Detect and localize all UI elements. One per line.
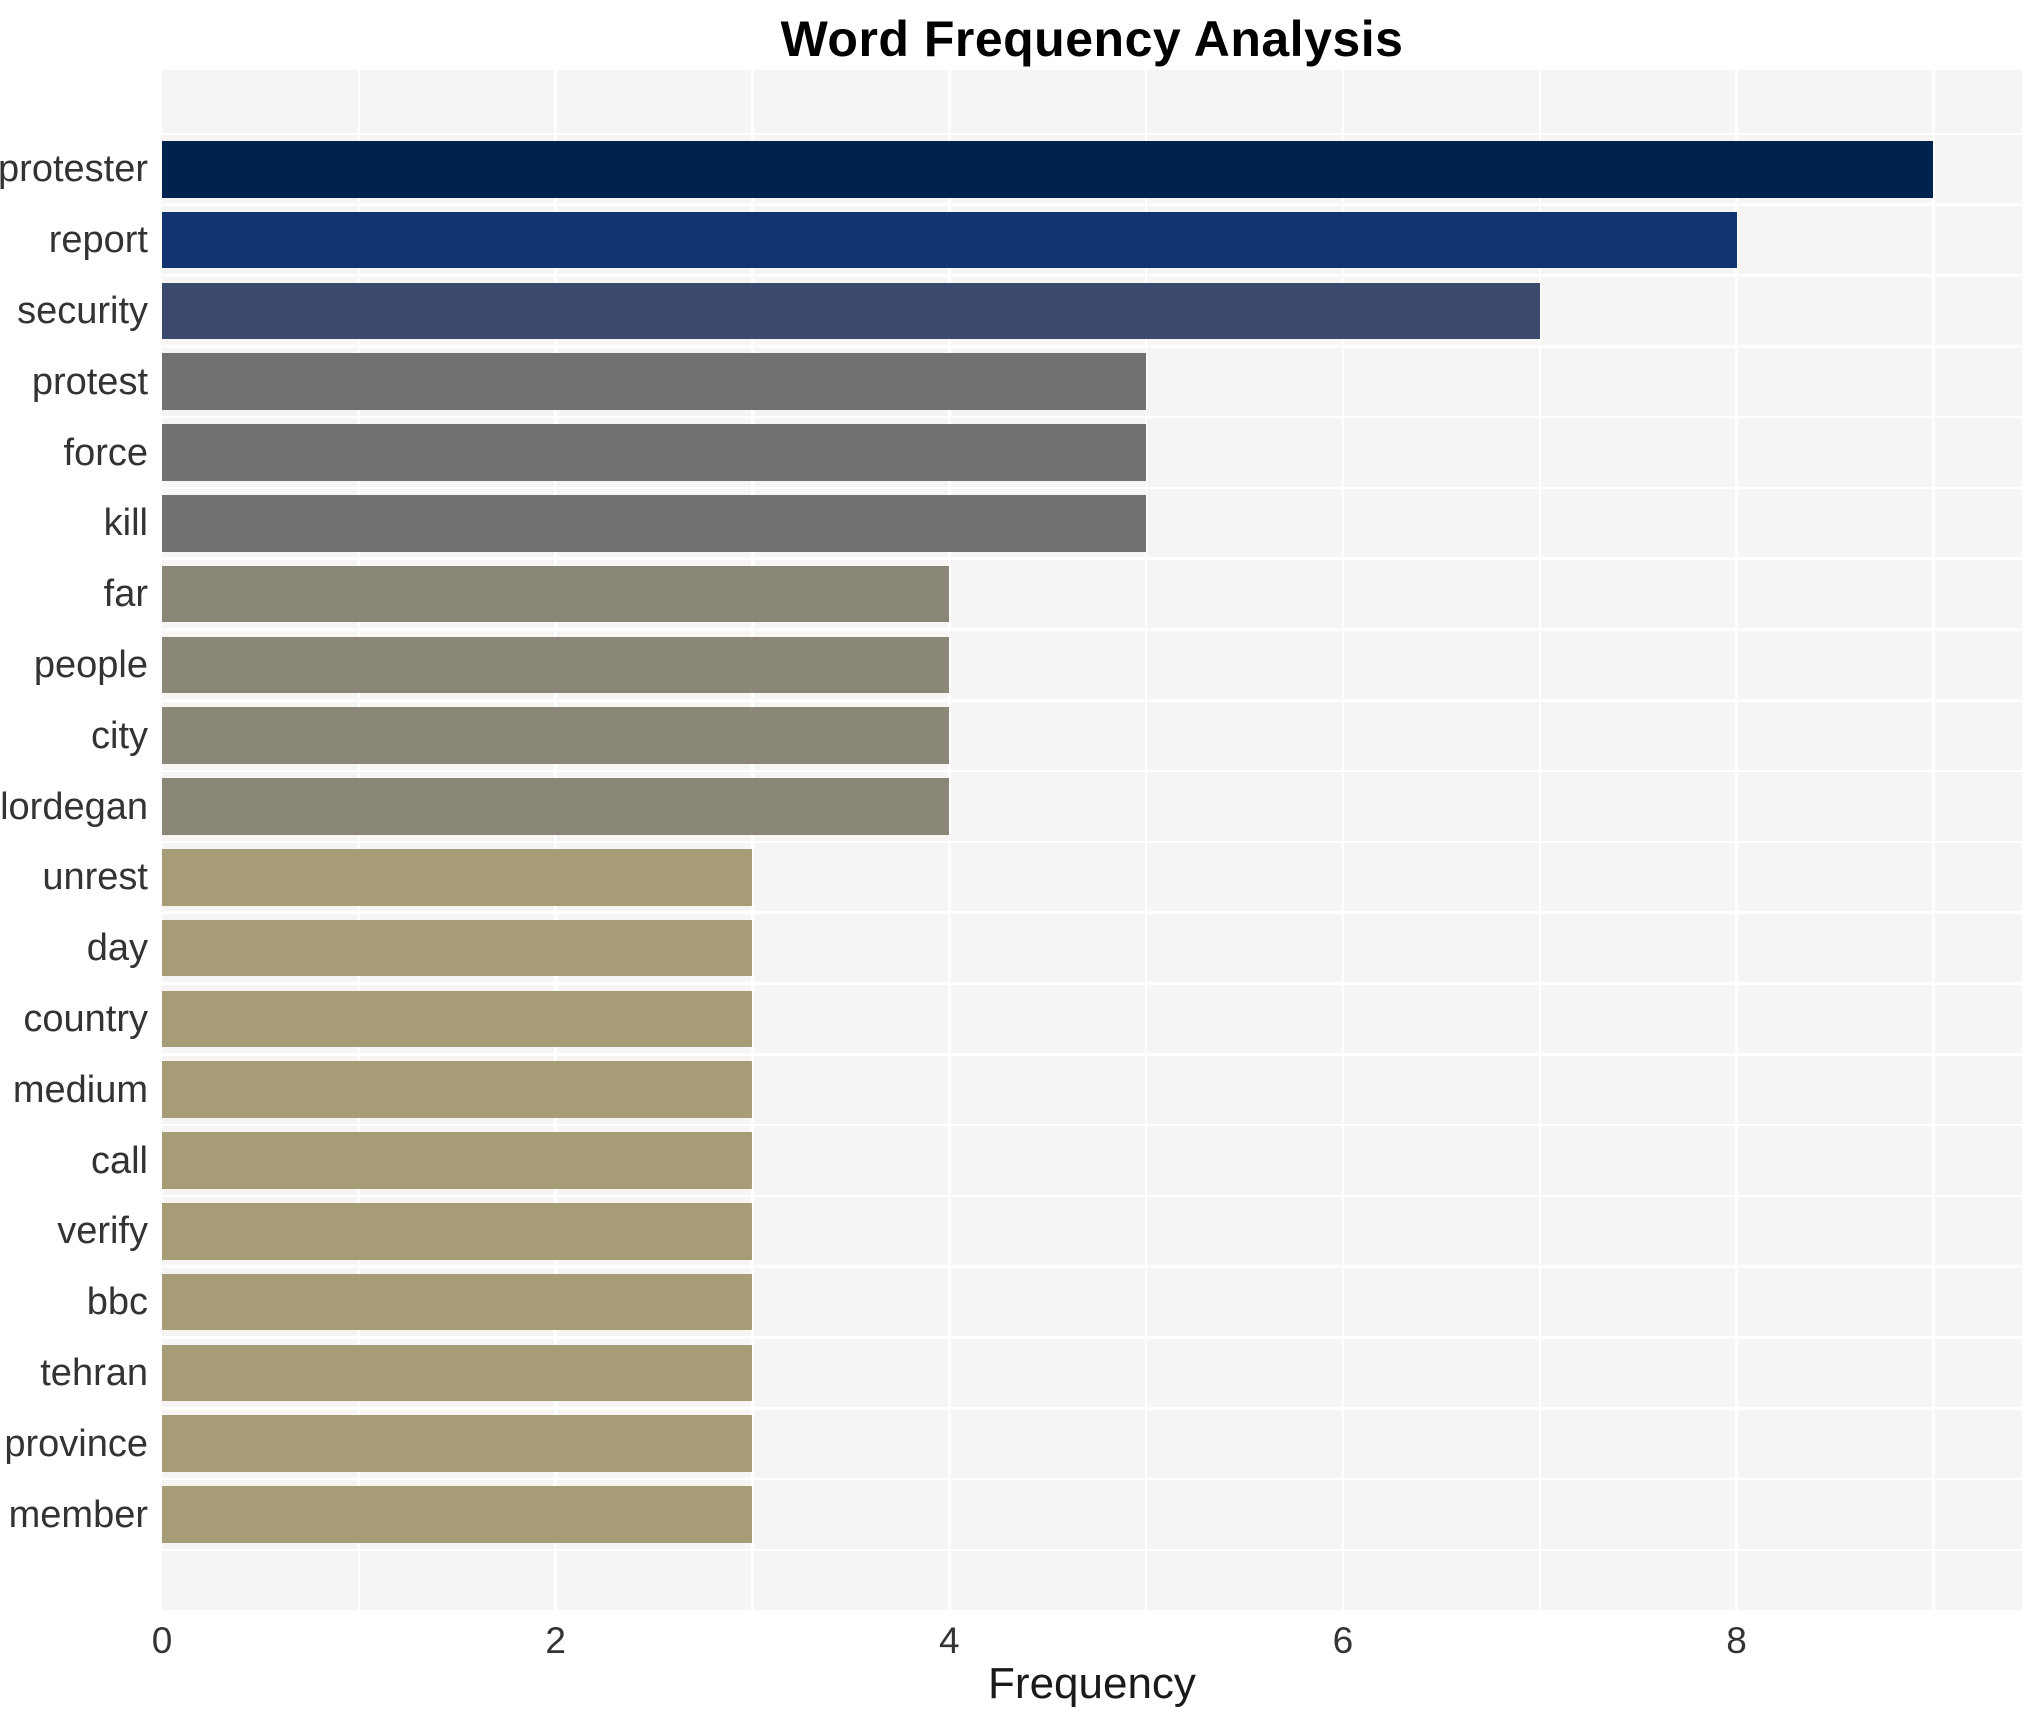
- x-tick-label-6: 6: [1332, 1620, 1354, 1661]
- y-tick-label-people: people: [33, 643, 148, 686]
- bar-protester: [162, 141, 1934, 198]
- y-tick-label-tehran: tehran: [40, 1351, 148, 1394]
- y-gridline-4: [162, 415, 2022, 419]
- y-gridline-9: [162, 769, 2022, 773]
- y-gridline-11: [162, 911, 2022, 914]
- x-tick-label-0: 0: [151, 1620, 173, 1661]
- y-gridline-15: [162, 1194, 2022, 1198]
- x-gridline-9: [1932, 70, 1935, 1610]
- bar-protest: [162, 353, 1147, 410]
- y-tick-label-day: day: [86, 927, 148, 970]
- plot-area: [162, 70, 2022, 1610]
- y-gridline-17: [162, 1336, 2022, 1339]
- x-tick-label-2: 2: [545, 1620, 566, 1661]
- y-tick-label-province: province: [4, 1422, 148, 1465]
- y-gridline-12: [162, 982, 2022, 985]
- y-gridline-8: [162, 699, 2022, 702]
- bar-lordegan: [162, 778, 950, 835]
- x-gridline-8: [1735, 70, 1738, 1610]
- y-tick-label-protest: protest: [31, 360, 148, 403]
- bar-force: [162, 424, 1147, 481]
- chart-title: Word Frequency Analysis: [780, 11, 1404, 67]
- y-tick-label-protester: protester: [0, 148, 148, 191]
- bar-medium: [162, 1061, 753, 1118]
- x-gridline-1: [357, 70, 361, 1610]
- y-tick-label-verify: verify: [57, 1210, 148, 1253]
- y-tick-label-security: security: [17, 289, 148, 332]
- x-tick-label-8: 8: [1726, 1620, 1747, 1661]
- x-gridline-3: [751, 70, 754, 1610]
- bar-call: [162, 1132, 753, 1189]
- bar-country: [162, 990, 753, 1048]
- bar-verify: [162, 1203, 753, 1260]
- bar-far: [162, 565, 950, 623]
- y-tick-label-city: city: [91, 714, 148, 757]
- bar-member: [162, 1486, 753, 1543]
- y-gridline-20: [162, 1548, 2022, 1552]
- x-gridline-4: [948, 70, 951, 1610]
- y-tick-label-call: call: [90, 1139, 148, 1182]
- y-gridline-16: [162, 1265, 2022, 1268]
- y-gridline-1: [162, 203, 2022, 206]
- y-tick-label-far: far: [103, 573, 148, 616]
- bar-people: [162, 636, 950, 694]
- y-tick-label-medium: medium: [12, 1068, 148, 1111]
- x-tick-label-4: 4: [939, 1620, 960, 1661]
- x-gridline-2: [554, 70, 557, 1610]
- y-gridline-14: [162, 1123, 2022, 1127]
- y-gridline-6: [162, 557, 2022, 560]
- bar-bbc: [162, 1273, 753, 1331]
- bar-day: [162, 919, 753, 977]
- y-tick-label-kill: kill: [103, 502, 148, 545]
- bar-tehran: [162, 1344, 753, 1402]
- y-tick-label-force: force: [63, 431, 148, 474]
- y-tick-label-member: member: [8, 1493, 148, 1536]
- y-gridline-7: [162, 628, 2022, 631]
- y-tick-label-country: country: [23, 997, 148, 1040]
- y-tick-label-report: report: [48, 219, 148, 262]
- y-tick-label-bbc: bbc: [86, 1281, 148, 1324]
- y-gridline-10: [162, 840, 2022, 844]
- y-gridline-18: [162, 1407, 2022, 1410]
- y-gridline-3: [162, 345, 2022, 348]
- x-axis-label: Frequency: [988, 1659, 1196, 1708]
- bar-province: [162, 1415, 753, 1472]
- y-tick-label-lordegan: lordegan: [0, 785, 148, 828]
- y-gridline-2: [162, 274, 2022, 277]
- y-gridline-19: [162, 1477, 2022, 1481]
- x-gridline-6: [1341, 70, 1345, 1610]
- y-gridline-0: [162, 132, 2022, 136]
- y-gridline-5: [162, 486, 2022, 490]
- bar-report: [162, 211, 1737, 269]
- x-gridline-7: [1538, 70, 1542, 1610]
- bar-security: [162, 282, 1540, 340]
- y-gridline-13: [162, 1053, 2022, 1056]
- bar-city: [162, 707, 950, 764]
- bar-kill: [162, 495, 1147, 552]
- bar-unrest: [162, 849, 753, 906]
- y-tick-label-unrest: unrest: [42, 856, 148, 899]
- x-gridline-5: [1144, 70, 1148, 1610]
